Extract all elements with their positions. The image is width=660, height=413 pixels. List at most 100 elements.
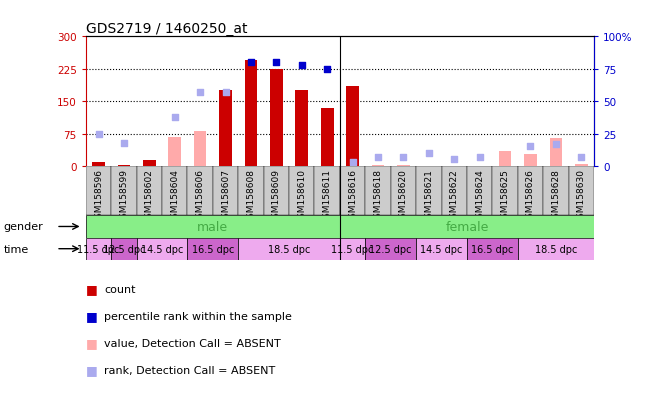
Bar (397, 165, 410, 166)
Text: GSM158618: GSM158618 (374, 169, 383, 224)
Text: 11.5 dpc: 11.5 dpc (331, 244, 374, 254)
Text: GSM158608: GSM158608 (246, 169, 255, 224)
Bar (111, 166, 137, 216)
Point (322, 66, 333, 73)
Text: GSM158611: GSM158611 (323, 169, 332, 224)
Bar (391, 166, 416, 216)
Text: 12.5 dpc: 12.5 dpc (103, 244, 145, 254)
Text: GSM158606: GSM158606 (195, 169, 205, 224)
Bar (499, 152, 512, 166)
Text: 18.5 dpc: 18.5 dpc (535, 244, 577, 254)
Bar (213, 166, 238, 216)
Text: male: male (197, 221, 228, 233)
Bar (517, 238, 594, 260)
Text: GSM158609: GSM158609 (272, 169, 281, 224)
Text: 16.5 dpc: 16.5 dpc (471, 244, 513, 254)
Point (576, 154, 587, 161)
Bar (340, 216, 594, 238)
Bar (340, 166, 366, 216)
Bar (143, 161, 156, 166)
Text: GSM158625: GSM158625 (500, 169, 510, 224)
Point (296, 62, 307, 69)
Bar (168, 137, 181, 166)
Bar (575, 164, 587, 166)
Point (449, 157, 459, 164)
Text: GSM158604: GSM158604 (170, 169, 180, 224)
Text: ■: ■ (86, 282, 98, 296)
Text: GSM158596: GSM158596 (94, 169, 103, 224)
Bar (137, 238, 187, 260)
Text: GSM158602: GSM158602 (145, 169, 154, 224)
Text: GSM158610: GSM158610 (297, 169, 306, 224)
Text: GSM158624: GSM158624 (475, 169, 484, 223)
Bar (238, 166, 264, 216)
Text: count: count (104, 284, 136, 294)
Bar (340, 238, 366, 260)
Bar (372, 165, 384, 166)
Text: GSM158626: GSM158626 (526, 169, 535, 224)
Bar (315, 166, 340, 216)
Bar (137, 166, 162, 216)
Bar (219, 91, 232, 166)
Bar (321, 108, 333, 166)
Text: GSM158621: GSM158621 (424, 169, 434, 224)
Bar (111, 238, 137, 260)
Bar (467, 238, 517, 260)
Text: 14.5 dpc: 14.5 dpc (420, 244, 463, 254)
Point (246, 60, 256, 66)
Bar (366, 166, 391, 216)
Bar (263, 166, 289, 216)
Bar (346, 87, 359, 166)
Text: GDS2719 / 1460250_at: GDS2719 / 1460250_at (86, 22, 248, 36)
Bar (416, 238, 467, 260)
Bar (86, 238, 111, 260)
Text: rank, Detection Call = ABSENT: rank, Detection Call = ABSENT (104, 365, 275, 375)
Text: GSM158616: GSM158616 (348, 169, 357, 224)
Bar (187, 238, 238, 260)
Point (475, 154, 485, 161)
Bar (245, 61, 257, 166)
Point (195, 90, 205, 96)
Point (398, 154, 409, 161)
Bar (543, 166, 569, 216)
Point (550, 141, 561, 148)
Text: female: female (446, 221, 488, 233)
Text: percentile rank within the sample: percentile rank within the sample (104, 311, 292, 321)
Bar (524, 154, 537, 166)
Point (93, 131, 104, 138)
Bar (416, 166, 442, 216)
Point (525, 144, 536, 150)
Text: 12.5 dpc: 12.5 dpc (370, 244, 412, 254)
Point (220, 90, 231, 96)
Bar (162, 166, 187, 216)
Text: 16.5 dpc: 16.5 dpc (191, 244, 234, 254)
Point (424, 150, 434, 157)
Text: GSM158620: GSM158620 (399, 169, 408, 224)
Bar (92, 163, 105, 166)
Text: 14.5 dpc: 14.5 dpc (141, 244, 183, 254)
Point (119, 140, 129, 147)
Bar (238, 238, 340, 260)
Bar (568, 166, 594, 216)
Text: ■: ■ (86, 363, 98, 376)
Text: value, Detection Call = ABSENT: value, Detection Call = ABSENT (104, 338, 281, 348)
Bar (194, 131, 207, 166)
Bar (86, 216, 340, 238)
Text: ■: ■ (86, 336, 98, 349)
Bar (517, 166, 543, 216)
Bar (289, 166, 315, 216)
Text: 18.5 dpc: 18.5 dpc (268, 244, 310, 254)
Text: GSM158607: GSM158607 (221, 169, 230, 224)
Text: time: time (3, 244, 28, 254)
Point (170, 114, 180, 121)
Text: GSM158599: GSM158599 (119, 169, 129, 224)
Point (373, 154, 383, 161)
Bar (492, 166, 517, 216)
Bar (366, 238, 416, 260)
Text: GSM158622: GSM158622 (449, 169, 459, 223)
Bar (86, 166, 111, 216)
Text: gender: gender (3, 222, 43, 232)
Point (271, 60, 282, 66)
Bar (117, 165, 130, 166)
Bar (187, 166, 213, 216)
